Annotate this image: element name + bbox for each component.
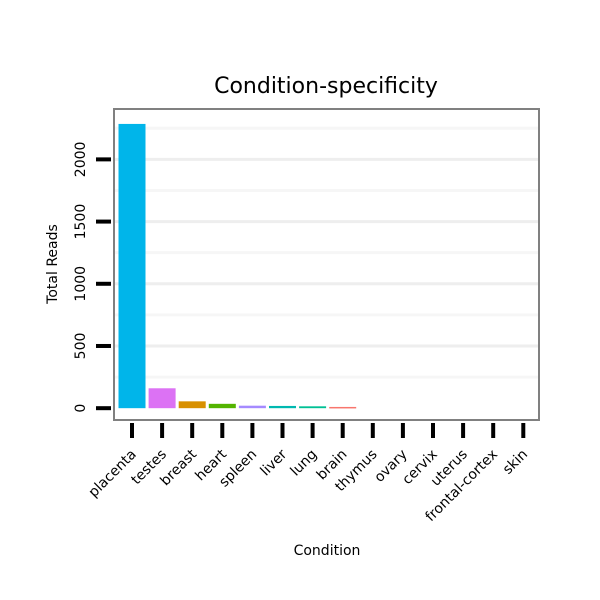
y-tick-label: 1000: [73, 266, 89, 302]
bar-liver: [269, 405, 296, 409]
x-axis: placentatestesbreastheartspleenliverlung…: [86, 423, 531, 525]
plot-frame: [113, 108, 540, 421]
bar-heart: [208, 403, 236, 409]
bars: [118, 123, 357, 409]
gridlines: [115, 126, 538, 379]
x-tick-label: skin: [500, 447, 531, 478]
y-axis: 0 500 1000 1500 2000: [73, 142, 111, 413]
x-tick-label: liver: [257, 446, 290, 479]
bar-testes: [148, 388, 176, 409]
y-tick-label: 500: [73, 333, 89, 360]
y-axis-title: Total Reads: [45, 224, 61, 305]
y-tick-label: 1500: [73, 204, 89, 240]
bar-breast: [178, 401, 206, 409]
bar-spleen: [238, 405, 266, 409]
bar-lung: [299, 406, 327, 409]
y-tick-label: 2000: [73, 142, 89, 178]
x-axis-title: Condition: [294, 543, 361, 559]
bar-brain: [329, 406, 357, 409]
bar-placenta: [118, 123, 146, 409]
y-tick-label: 0: [73, 404, 89, 413]
chart-title: Condition-specificity: [214, 74, 438, 99]
